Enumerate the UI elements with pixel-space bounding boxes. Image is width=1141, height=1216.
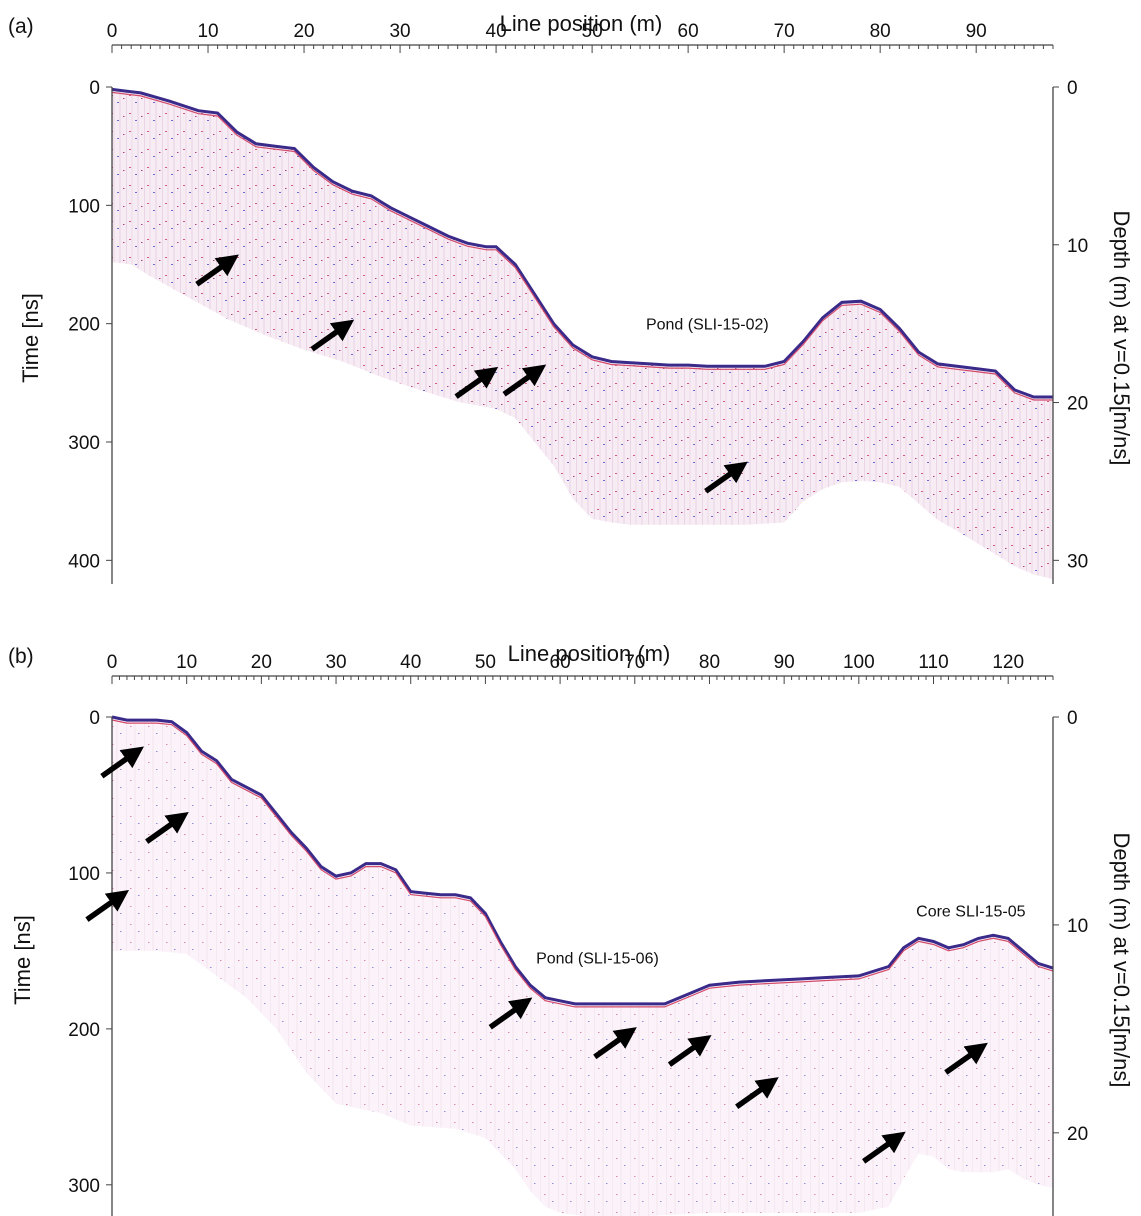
axes-a: 0 10 20 30 40 50 60 70 80 90 0 100 200 300 400 0 10 20 30	[68, 21, 1088, 584]
reflector-arrow	[85, 889, 130, 922]
arrows-b	[85, 746, 988, 1164]
y-axis-title-a: Time [ns]	[18, 293, 43, 383]
x-tick-label: 90	[774, 652, 795, 673]
surface-reflector-a	[111, 87, 1053, 399]
y2-axis-title-a: Depth (m) at v=0.15[m/ns]	[1109, 211, 1134, 466]
y2-tick-label: 0	[1067, 78, 1078, 99]
panel-label-b: (b)	[8, 645, 34, 668]
x-tick-label: 30	[389, 21, 410, 42]
x-tick-label: 90	[966, 21, 987, 42]
surface-reflector-glow-a	[111, 91, 1053, 401]
x-tick-label: 0	[107, 652, 118, 673]
reflector-arrow	[667, 1034, 712, 1067]
y-axis-title-b: Time [ns]	[10, 915, 35, 1005]
reflector-arrow	[195, 254, 239, 287]
reflector-arrow	[488, 997, 533, 1030]
radargram-fill-a	[112, 89, 1053, 580]
x-tick-label: 40	[486, 21, 507, 42]
x-tick-label: 40	[400, 652, 421, 673]
x-tick-label: 60	[678, 21, 699, 42]
y-tick-label: 0	[89, 78, 100, 99]
reflector-arrow	[145, 811, 189, 844]
reflector-arrow	[862, 1131, 906, 1164]
y-tick-label: 200	[68, 1020, 100, 1041]
radargram-fill-b	[112, 717, 1053, 1216]
x-tick-label: 70	[624, 652, 645, 673]
y-tick-label: 300	[68, 1176, 100, 1197]
x-tick-label: 10	[176, 652, 197, 673]
y2-tick-label: 10	[1067, 916, 1088, 937]
annotation-label: Pond (SLI-15-06)	[536, 950, 659, 967]
x-tick-label: 30	[325, 652, 346, 673]
y2-tick-label: 20	[1067, 394, 1088, 415]
x-tick-label: 0	[107, 21, 118, 42]
y2-tick-label: 20	[1067, 1124, 1088, 1145]
x-axis-title-a: Line position (m)	[500, 11, 663, 36]
x-tick-label: 120	[992, 652, 1024, 673]
surface-reflector-b	[111, 715, 1054, 1006]
panel-a: (a) Line position (m) Time [ns] Depth (m…	[8, 11, 1134, 584]
x-tick-label: 60	[550, 652, 571, 673]
y2-tick-label: 0	[1067, 708, 1078, 729]
y-tick-label: 400	[68, 551, 100, 572]
x-axis-title-b: Line position (m)	[508, 641, 671, 666]
reflector-arrow	[100, 746, 144, 779]
reflector-arrow	[310, 319, 355, 352]
y-tick-label: 100	[68, 196, 100, 217]
annotation-label: Core SLI-15-05	[916, 904, 1025, 921]
reflector-arrow	[735, 1077, 779, 1110]
x-tick-label: 20	[293, 21, 314, 42]
annotation-label: Pond (SLI-15-02)	[646, 317, 769, 334]
reflector-arrow	[593, 1027, 637, 1060]
x-tick-label: 80	[870, 21, 891, 42]
surface-reflector-glow-b	[111, 719, 1054, 1008]
panel-label-a: (a)	[8, 15, 34, 38]
x-tick-label: 20	[251, 652, 272, 673]
y-tick-label: 100	[68, 864, 100, 885]
reflector-arrow	[704, 461, 748, 494]
axes-b: 0 10 20 30 40 50 60 70 80 90 100 110 120 0 100 200 300 0 1…	[68, 652, 1088, 1216]
y-tick-label: 200	[68, 315, 100, 336]
annotations-b: Pond (SLI-15-06) Core SLI-15-05	[536, 904, 1026, 968]
reflector-arrow	[454, 366, 499, 399]
y2-axis-title-b: Depth (m) at v=0.15[m/ns]	[1109, 833, 1134, 1088]
arrows-a	[195, 254, 748, 494]
x-tick-label: 100	[843, 652, 875, 673]
x-tick-label: 110	[918, 652, 948, 673]
y-tick-label: 0	[89, 708, 100, 729]
y2-tick-label: 30	[1067, 551, 1088, 572]
x-tick-label: 10	[197, 21, 218, 42]
reflector-arrow	[502, 364, 547, 397]
x-tick-label: 50	[475, 652, 496, 673]
annotations-a: Pond (SLI-15-02)	[646, 317, 769, 334]
x-tick-label: 80	[699, 652, 720, 673]
panel-b: (b) Line position (m) Time [ns] Depth (m…	[8, 641, 1134, 1216]
y-tick-label: 300	[68, 433, 100, 454]
x-tick-label: 70	[774, 21, 795, 42]
x-tick-label: 50	[582, 21, 603, 42]
y2-tick-label: 10	[1067, 236, 1088, 257]
reflector-arrow	[944, 1042, 988, 1075]
